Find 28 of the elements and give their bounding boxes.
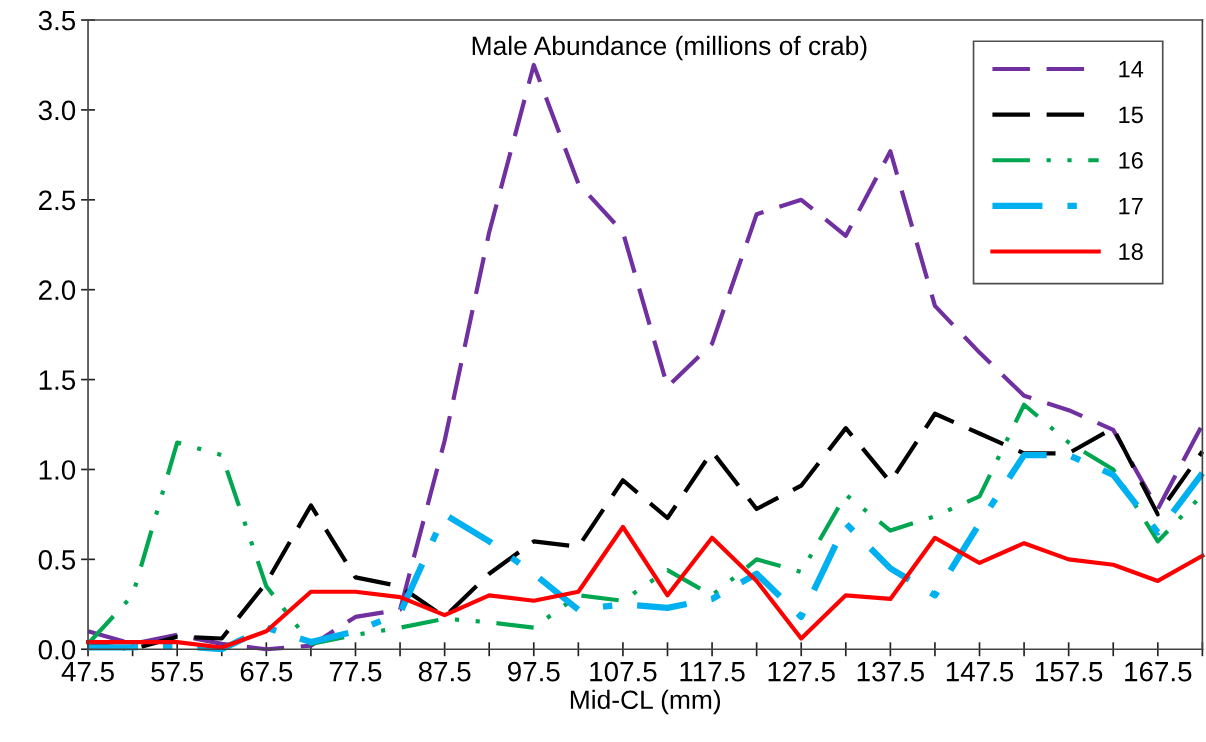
legend-label: 17 bbox=[1119, 197, 1143, 215]
y-tick-label: 1.0 bbox=[39, 460, 76, 480]
x-tick-label: 147.5 bbox=[946, 662, 1014, 682]
y-tick-label: 2.0 bbox=[39, 280, 76, 301]
x-tick-label: 107.5 bbox=[590, 661, 657, 682]
y-tick-label: 0.5 bbox=[38, 550, 76, 570]
y-tick-label: 3.5 bbox=[38, 10, 76, 31]
legend-label: 16 bbox=[1119, 152, 1143, 169]
x-tick-label: 67.5 bbox=[240, 661, 293, 682]
y-tick-label: 0.0 bbox=[38, 639, 76, 660]
x-tick-label: 127.5 bbox=[768, 661, 835, 682]
x-tick-label: 137.5 bbox=[857, 661, 924, 682]
x-tick-label: 167.5 bbox=[1125, 661, 1192, 682]
y-tick-label: 3.0 bbox=[38, 100, 76, 121]
x-tick-label: 97.5 bbox=[508, 661, 560, 682]
x-tick-label: 77.5 bbox=[329, 662, 382, 682]
x-tick-label: 117.5 bbox=[680, 662, 745, 682]
legend-label: 15 bbox=[1119, 106, 1143, 124]
text: Male Abundance (millions of crab) bbox=[472, 35, 867, 61]
y-tick-label: 2.5 bbox=[39, 190, 76, 211]
x-tick-label: 87.5 bbox=[418, 661, 471, 682]
x-tick-label: 57.5 bbox=[151, 662, 204, 682]
legend-label: 18 bbox=[1119, 243, 1143, 260]
x-axis-title: Mid-CL (mm) bbox=[570, 689, 721, 715]
legend-label: 14 bbox=[1119, 61, 1144, 78]
y-tick-label: 1.5 bbox=[39, 370, 76, 390]
x-tick-label: 47.5 bbox=[61, 662, 114, 682]
x-tick-label: 157.5 bbox=[1036, 662, 1103, 682]
